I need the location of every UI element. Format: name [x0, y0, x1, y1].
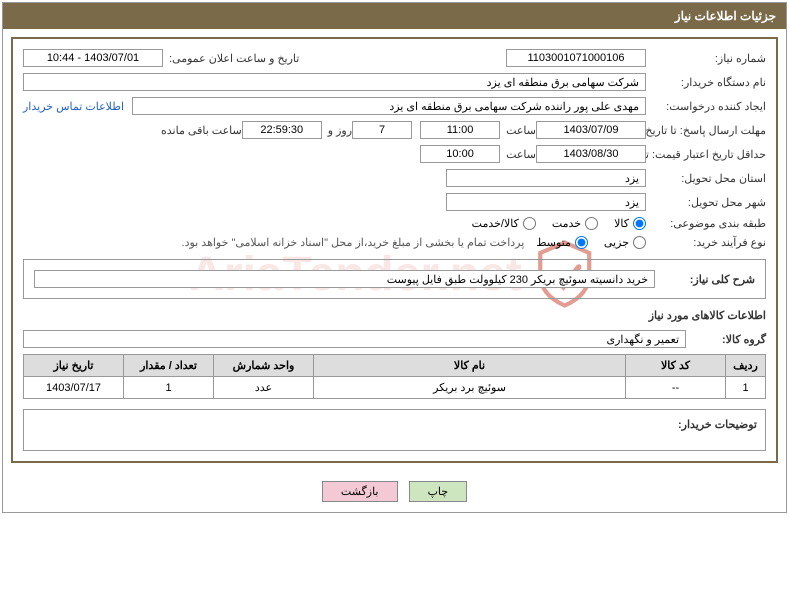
table-row: 1 -- سوئیچ برد بریکر عدد 1 1403/07/17 — [24, 377, 766, 399]
time-label-1: ساعت — [500, 124, 536, 137]
summary-label: شرح کلی نیاز: — [655, 273, 755, 286]
province-field[interactable] — [446, 169, 646, 187]
requester-field[interactable] — [132, 97, 646, 115]
radio-partial[interactable]: جزیی — [604, 236, 646, 249]
need-no-label: شماره نیاز: — [646, 52, 766, 65]
th-unit: واحد شمارش — [214, 355, 314, 377]
th-date: تاریخ نیاز — [24, 355, 124, 377]
days-count: 7 — [352, 121, 412, 139]
days-and-label: روز و — [322, 124, 352, 137]
panel-title: جزئیات اطلاعات نیاز — [3, 3, 786, 29]
time-label-2: ساعت — [500, 148, 536, 161]
items-table: ردیف کد کالا نام کالا واحد شمارش تعداد /… — [23, 354, 766, 399]
province-label: استان محل تحویل: — [646, 172, 766, 185]
category-radio-group: کالا خدمت کالا/خدمت — [472, 217, 646, 230]
process-radio-group: جزیی متوسط — [536, 236, 646, 249]
content-area: AriaTender.net شماره نیاز: 1103001071000… — [11, 37, 778, 463]
main-panel: جزئیات اطلاعات نیاز AriaTender.net شماره… — [2, 2, 787, 513]
buyer-desc-box: توضیحات خریدار: — [23, 409, 766, 451]
th-name: نام کالا — [314, 355, 626, 377]
buyer-org-label: نام دستگاه خریدار: — [646, 76, 766, 89]
need-no-value: 1103001071000106 — [506, 49, 646, 67]
cell-code: -- — [626, 377, 726, 399]
reply-time: 11:00 — [420, 121, 500, 139]
city-field[interactable] — [446, 193, 646, 211]
radio-goods[interactable]: کالا — [614, 217, 646, 230]
announce-value: 1403/07/01 - 10:44 — [23, 49, 163, 67]
items-section-title: اطلاعات کالاهای مورد نیاز — [23, 309, 766, 322]
cell-qty: 1 — [124, 377, 214, 399]
group-label: گروه کالا: — [686, 333, 766, 346]
buyer-desc-textarea[interactable] — [32, 418, 647, 442]
process-label: نوع فرآیند خرید: — [646, 236, 766, 249]
announce-label: تاریخ و ساعت اعلان عمومی: — [163, 52, 299, 65]
cell-unit: عدد — [214, 377, 314, 399]
validity-time: 10:00 — [420, 145, 500, 163]
reply-date: 1403/07/09 — [536, 121, 646, 139]
radio-both[interactable]: کالا/خدمت — [472, 217, 536, 230]
cell-date: 1403/07/17 — [24, 377, 124, 399]
th-row: ردیف — [726, 355, 766, 377]
buyer-desc-label: توضیحات خریدار: — [647, 418, 757, 442]
buyer-org-field[interactable] — [23, 73, 646, 91]
radio-medium[interactable]: متوسط — [536, 236, 588, 249]
requester-label: ایجاد کننده درخواست: — [646, 100, 766, 113]
summary-box: شرح کلی نیاز: — [23, 259, 766, 299]
th-qty: تعداد / مقدار — [124, 355, 214, 377]
reply-deadline-label: مهلت ارسال پاسخ: تا تاریخ: — [646, 124, 766, 137]
city-label: شهر محل تحویل: — [646, 196, 766, 209]
contact-link[interactable]: اطلاعات تماس خریدار — [23, 100, 124, 113]
print-button[interactable]: چاپ — [409, 481, 468, 502]
validity-label: حداقل تاریخ اعتبار قیمت: تا تاریخ: — [646, 148, 766, 161]
countdown: 22:59:30 — [242, 121, 322, 139]
validity-date: 1403/08/30 — [536, 145, 646, 163]
process-note: پرداخت تمام یا بخشی از مبلغ خرید،از محل … — [182, 236, 525, 249]
radio-service[interactable]: خدمت — [552, 217, 598, 230]
back-button[interactable]: بازگشت — [322, 481, 398, 502]
cell-row: 1 — [726, 377, 766, 399]
th-code: کد کالا — [626, 355, 726, 377]
summary-field[interactable] — [34, 270, 655, 288]
group-field[interactable] — [23, 330, 686, 348]
category-label: طبقه بندی موضوعی: — [646, 217, 766, 230]
remaining-label: ساعت باقی مانده — [155, 124, 242, 137]
cell-name: سوئیچ برد بریکر — [314, 377, 626, 399]
button-row: چاپ بازگشت — [3, 471, 786, 512]
